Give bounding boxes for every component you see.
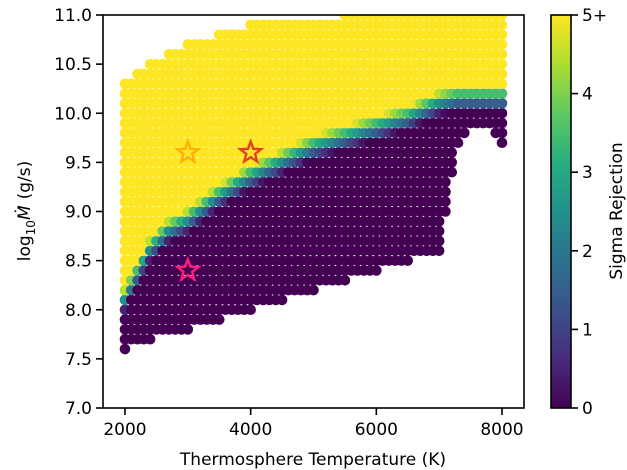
scatter-point [213,314,225,325]
scatter-point [308,284,319,296]
y-axis-label: log10Ṁ(g/s) [14,161,38,262]
scatter-point [452,137,464,149]
x-tick-label: 8000 [480,420,523,440]
scatter-point [496,49,508,60]
scatter-point [496,19,508,31]
colorbar-gradient [550,14,572,409]
scatter-point [446,157,458,168]
scatter-point [433,235,445,247]
scatter-point [339,274,351,286]
y-tick-label: 7.0 [65,399,92,419]
scatter-point [119,343,131,355]
y-tick-label: 9.5 [65,153,92,173]
scatter-point [496,107,508,119]
colorbar: 0 1 2 3 4 5+ Sigma Rejection [550,6,627,419]
scatter-point [496,137,508,149]
colorbar-tick-label: 1 [582,320,593,340]
scatter-point [496,127,508,139]
y-tick-label: 10.5 [54,55,92,75]
x-tick-label: 2000 [103,420,146,440]
scatter-point [496,88,508,99]
y-tick-label: 7.5 [65,350,92,370]
scatter-point [496,58,508,70]
x-axis: 2000 4000 6000 8000 [103,408,524,440]
star-marker [174,138,202,165]
scatter-point [446,147,458,158]
scatter-point [440,206,451,217]
scatter-point [440,186,451,198]
x-tick-label: 6000 [355,420,398,440]
colorbar-tick-label: 5+ [582,6,607,26]
scatter-point [245,304,256,316]
x-tick-label: 4000 [229,420,272,440]
scatter-point [433,216,445,227]
scatter-point [433,225,445,237]
y-axis: 7.0 7.5 8.0 8.5 9.0 9.5 10.0 10.5 11.0 [54,6,103,419]
scatter-point [402,255,414,266]
scatter-point [371,265,382,276]
y-tick-label: 8.0 [65,301,92,321]
colorbar-label: Sigma Rejection [607,142,627,279]
x-axis-label: Thermosphere Temperature (K) [179,450,446,470]
scatter-point [144,333,156,345]
star-marker [174,256,202,283]
plot-area [102,14,525,409]
scatter-point [496,98,508,109]
colorbar-tick-label: 0 [582,399,593,419]
star-marker [236,138,265,165]
scatter-point [276,294,288,306]
highlight-markers [174,138,265,283]
y-tick-label: 8.5 [65,252,92,272]
scatter-point [496,78,508,90]
scatter-point [433,245,445,257]
scatter-point [459,127,470,139]
scatter-points [119,15,508,355]
scatter-point [496,15,508,21]
scatter-point [496,117,508,129]
colorbar-tick-label: 3 [582,163,593,183]
scatter-point [182,324,194,335]
scatter-point [440,176,451,188]
y-tick-label: 9.0 [65,203,92,223]
scatter-point [440,196,451,207]
scatter-point [496,68,508,80]
y-tick-label: 10.0 [54,104,92,124]
colorbar-tick-label: 4 [582,85,593,105]
y-tick-label: 11.0 [54,6,92,26]
colorbar-tick-label: 2 [582,242,593,262]
scatter-point [496,29,508,40]
scatter-point [446,166,458,178]
colorbar-ticks: 0 1 2 3 4 5+ [571,6,607,419]
scatter-point [496,39,508,50]
